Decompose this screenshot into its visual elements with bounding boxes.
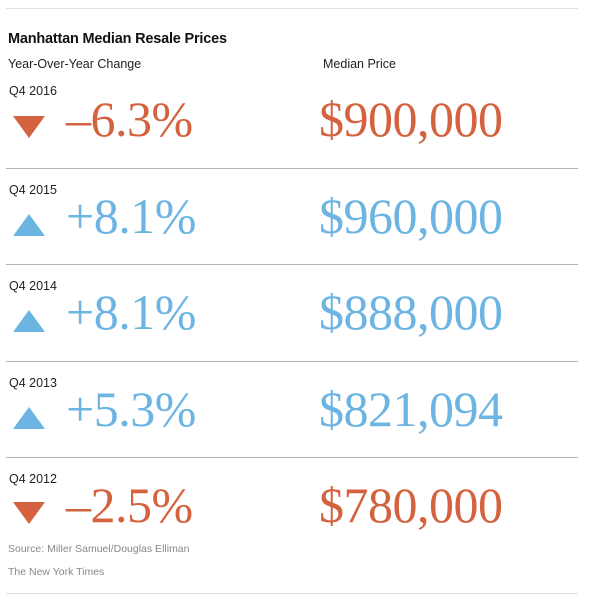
price-value: $960,000 xyxy=(319,187,503,244)
table-row: Q4 2014 +8.1% $888,000 xyxy=(0,264,596,367)
change-value: +8.1% xyxy=(66,284,196,340)
table-row: Q4 2016 –6.3% $900,000 xyxy=(0,78,596,174)
period-label: Q4 2013 xyxy=(9,375,57,390)
period-label: Q4 2016 xyxy=(9,84,57,98)
change-value: +5.3% xyxy=(66,380,196,437)
price-value: $780,000 xyxy=(319,477,503,533)
table-row: Q4 2013 +5.3% $821,094 xyxy=(0,360,596,464)
bottom-rule xyxy=(6,593,578,594)
top-rule xyxy=(6,8,578,9)
period-label: Q4 2014 xyxy=(9,279,57,293)
down-triangle-icon xyxy=(13,116,45,138)
price-value: $900,000 xyxy=(319,91,503,147)
up-triangle-icon xyxy=(13,406,45,429)
row-divider xyxy=(6,264,578,265)
change-value: +8.1% xyxy=(66,187,196,244)
row-divider xyxy=(6,360,578,362)
period-label: Q4 2015 xyxy=(9,182,57,197)
period-label: Q4 2012 xyxy=(9,472,57,486)
publisher-credit: The New York Times xyxy=(8,566,105,578)
table-row: Q4 2015 +8.1% $960,000 xyxy=(0,167,596,271)
chart-title: Manhattan Median Resale Prices xyxy=(8,31,227,47)
change-value: –2.5% xyxy=(66,477,193,533)
up-triangle-icon xyxy=(13,310,45,332)
price-value: $821,094 xyxy=(319,380,503,437)
change-value: –6.3% xyxy=(66,91,193,147)
down-triangle-icon xyxy=(13,502,45,524)
source-note: Source: Miller Samuel/Douglas Elliman xyxy=(8,543,190,555)
table-row: Q4 2012 –2.5% $780,000 xyxy=(0,457,596,560)
row-divider xyxy=(6,457,578,458)
column-header-price: Median Price xyxy=(323,57,396,71)
column-header-change: Year-Over-Year Change xyxy=(8,57,142,71)
price-value: $888,000 xyxy=(319,284,503,340)
up-triangle-icon xyxy=(13,213,45,236)
row-divider xyxy=(6,167,578,169)
